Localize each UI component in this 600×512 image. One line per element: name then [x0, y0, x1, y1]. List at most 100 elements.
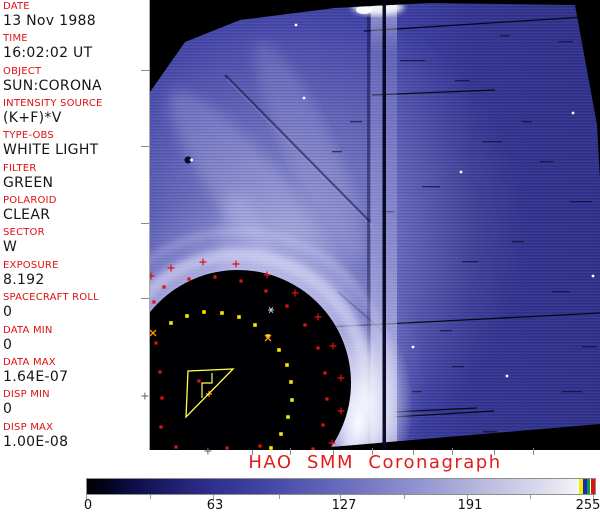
film-dash [462, 261, 478, 263]
limb-plus-marker [314, 313, 322, 321]
axis-tick-left [141, 146, 149, 147]
field-value: SUN:CORONA [3, 77, 102, 94]
colorbar-stripe [579, 479, 583, 494]
diagonal-streak [224, 74, 371, 223]
fiducial-dot-red [311, 447, 315, 450]
fiducial-dot-yellow [169, 321, 173, 325]
axis-tick-left [141, 298, 149, 299]
fiducial-dot-red [285, 304, 289, 308]
metadata-field: INTENSITY SOURCE (K+F)*V [3, 98, 147, 126]
fiducial-dot-yellow [220, 311, 224, 315]
metadata-field: SECTOR W [3, 227, 147, 256]
film-dash [500, 35, 510, 37]
star-speck [294, 23, 298, 27]
star-speck [591, 274, 595, 278]
photo-region [150, 3, 600, 450]
field-label: SECTOR [3, 227, 45, 239]
colorbar-tick-label: 127 [331, 498, 357, 512]
film-dash [422, 186, 440, 188]
field-value: 0 [3, 401, 13, 418]
fiducial-dot-red [323, 371, 327, 375]
colorbar-tick-label: 63 [206, 498, 224, 512]
metadata-field: DATA MIN 0 [3, 325, 147, 353]
colorbar-gradient [86, 478, 596, 495]
field-label: DATA MAX [3, 356, 56, 368]
star-speck [571, 111, 575, 115]
colorbar-stripe [587, 479, 590, 494]
colorbar-tick-minor [404, 495, 405, 499]
film-dash [350, 121, 362, 123]
metadata-field: TIME 16:02:02 UT [3, 34, 147, 61]
field-label: SPACECRAFT ROLL [3, 292, 99, 304]
metadata-field: OBJECT SUN:CORONA [3, 65, 147, 94]
contour-polygon [185, 368, 235, 419]
field-value: W [3, 239, 18, 256]
fiducial-dot-red [154, 341, 158, 345]
limb-plus-marker [329, 342, 337, 350]
field-value: 1.00E-08 [3, 433, 69, 450]
fiducial-dot-yellow [290, 398, 294, 402]
limb-plus-marker [199, 258, 207, 266]
star-speck [459, 170, 463, 174]
star-speck [302, 96, 306, 100]
field-value: 0 [3, 336, 13, 353]
colorbar-tick-minor [150, 495, 151, 499]
limb-plus-marker [263, 271, 271, 279]
film-dash [512, 241, 524, 243]
fiducial-dot-red [225, 446, 229, 450]
limb-plus-marker [337, 407, 345, 415]
axis-tick-bottom-minor [252, 450, 253, 455]
film-dash [570, 201, 592, 203]
colorbar-stripe [590, 479, 591, 494]
star-specks [294, 23, 595, 378]
field-label: POLAROID [3, 195, 57, 207]
axis-tick-left [141, 70, 149, 71]
field-value: 0 [3, 304, 13, 321]
colorbar-stripe [591, 479, 595, 494]
occulter-pylon-shadow [382, 0, 386, 450]
axis-tick-bottom-minor [333, 450, 334, 455]
limb-plus-marker [337, 374, 345, 382]
axis-tick-bottom-minor [494, 450, 495, 455]
field-label: INTENSITY SOURCE [3, 98, 103, 110]
fiducial-dot-red [264, 289, 268, 293]
limb-plus-marker [291, 289, 299, 297]
colorbar-tick-label: 255 [575, 498, 600, 512]
film-dash [552, 291, 570, 293]
field-value: WHITE LIGHT [3, 142, 99, 159]
star-speck [505, 374, 509, 378]
film-dash [562, 391, 582, 393]
colorbar-tick [213, 495, 214, 501]
fiducial-dot-yellow [202, 310, 206, 314]
dust-blob-highlight [190, 158, 193, 162]
field-label: OBJECT [3, 65, 42, 77]
colorbar-tick-minor [279, 495, 280, 499]
colorbar-tick [86, 495, 87, 501]
fiducial-dot-red [213, 275, 217, 279]
limb-plus-marker [328, 439, 336, 447]
diagonal-streak-highlight [226, 78, 373, 227]
fiducial-dot-red [239, 279, 243, 283]
star-speck [411, 345, 415, 349]
metadata-field: SPACECRAFT ROLL 0 [3, 292, 147, 321]
occulting-disk [150, 270, 351, 450]
colorbar-stripe [583, 479, 587, 494]
colorbar-tick [467, 495, 468, 501]
field-label: EXPOSURE [3, 259, 59, 271]
metadata-sidebar: DATE 13 Nov 1988 TIME 16:02:02 UT OBJECT SUN:… [0, 0, 150, 450]
axis-tick-bottom-minor [413, 450, 414, 455]
colorbar-tick-label: 0 [83, 498, 93, 512]
fiducial-dot-red [162, 285, 166, 289]
axis-plus-marker: + [141, 389, 149, 404]
fiducial-dot-yellow [289, 380, 293, 384]
metadata-field: DISP MIN 0 [3, 390, 147, 418]
field-label: FILTER [3, 162, 37, 174]
axis-plus-marker: + [204, 444, 212, 459]
coronagraph-image [150, 0, 600, 450]
film-dash [400, 60, 425, 62]
limb-plus-marker [232, 260, 240, 268]
film-dash [522, 121, 532, 123]
field-value: 13 Nov 1988 [3, 13, 96, 29]
image-caption: HAO SMM Coronagraph [248, 452, 502, 473]
